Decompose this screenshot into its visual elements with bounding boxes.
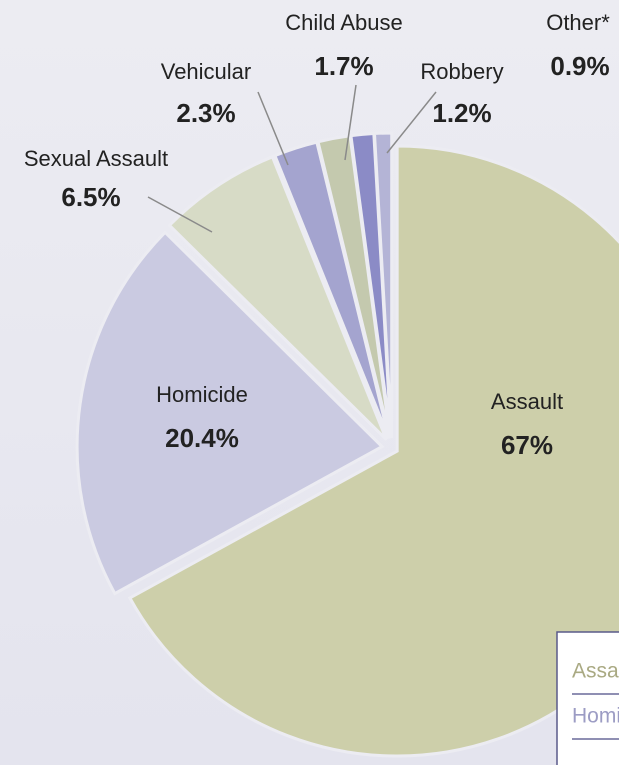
legend-label: Homicide <box>572 705 619 728</box>
pie-slice <box>127 144 619 758</box>
slice-value-label: 6.5% <box>61 182 120 212</box>
pie-slice <box>372 131 394 439</box>
legend-box <box>556 631 619 765</box>
legend-label: Assault <box>572 660 619 683</box>
slice-value-label: 0.9% <box>550 51 609 81</box>
pie-slice <box>167 154 388 441</box>
slice-label: Child Abuse <box>285 10 402 35</box>
leader-line <box>386 91 437 154</box>
slice-label: Other* <box>546 10 610 35</box>
slice-label: Sexual Assault <box>24 146 168 171</box>
slice-value-label: 1.7% <box>314 51 373 81</box>
legend: Assault Homicide <box>556 631 619 765</box>
leader-line <box>147 196 213 233</box>
leader-line <box>344 84 357 161</box>
pie <box>75 131 619 758</box>
slice-label: Vehicular <box>161 59 252 84</box>
slice-value-label: 20.4% <box>165 423 239 453</box>
slice-label: Robbery <box>420 59 503 84</box>
slice-value-label: 2.3% <box>176 98 235 128</box>
slice-value-label: 67% <box>501 430 553 460</box>
labels: Assault 67% Homicide 20.4% Sexual Assault 6.5… <box>24 10 610 460</box>
slice-label: Assault <box>491 389 563 414</box>
slice-value-label: 1.2% <box>432 98 491 128</box>
leader-line <box>257 91 289 166</box>
pie-slice <box>75 230 385 596</box>
slice-label: Homicide <box>156 382 248 407</box>
